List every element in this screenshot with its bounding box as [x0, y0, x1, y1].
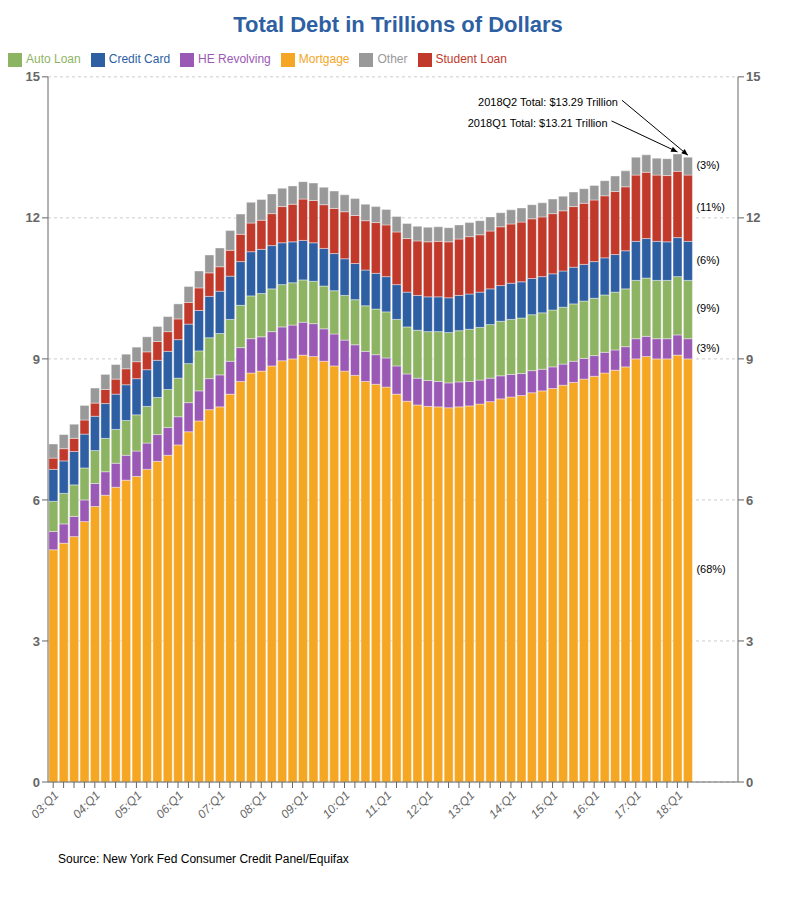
svg-text:18:Q1: 18:Q1 [653, 788, 686, 821]
svg-text:10:Q1: 10:Q1 [320, 788, 353, 821]
svg-text:09:Q1: 09:Q1 [278, 788, 311, 821]
svg-text:2018Q2 Total: $13.29 Trillion: 2018Q2 Total: $13.29 Trillion [478, 96, 618, 108]
html-text:Credit Card: Credit Card [108, 52, 171, 66]
svg-text:14:Q1: 14:Q1 [486, 788, 519, 821]
svg-text:06:Q1: 06:Q1 [153, 788, 186, 821]
svg-text:(6%): (6%) [696, 254, 719, 266]
html-text:Source: New York Fed Consumer: Source: New York Fed Consumer Credit Pan… [58, 852, 349, 866]
svg-text:12: 12 [746, 210, 760, 225]
svg-text:6: 6 [746, 493, 753, 508]
html-text:Student Loan: Student Loan [435, 52, 507, 66]
svg-text:11:Q1: 11:Q1 [362, 788, 394, 820]
svg-text:17:Q1: 17:Q1 [611, 788, 644, 821]
svg-text:9: 9 [33, 352, 40, 367]
svg-text:(3%): (3%) [696, 342, 719, 354]
svg-text:15:Q1: 15:Q1 [528, 788, 561, 821]
svg-text:12:Q1: 12:Q1 [403, 788, 436, 821]
svg-text:12: 12 [26, 210, 40, 225]
svg-text:3: 3 [746, 634, 753, 649]
svg-text:05:Q1: 05:Q1 [112, 788, 145, 821]
svg-text:2018Q1 Total: $13.21 Trillion: 2018Q1 Total: $13.21 Trillion [468, 117, 608, 129]
svg-text:6: 6 [33, 493, 40, 508]
svg-text:15: 15 [746, 69, 760, 84]
html-text:Auto Loan: Auto Loan [26, 52, 81, 66]
svg-text:(11%): (11%) [696, 201, 725, 213]
svg-text:13:Q1: 13:Q1 [444, 788, 477, 821]
svg-text:16:Q1: 16:Q1 [569, 788, 602, 821]
html-text:Mortgage: Mortgage [298, 52, 350, 66]
html-text:Total Debt in Trillions of Dol: Total Debt in Trillions of Dollars [233, 12, 563, 37]
html-text:Other: Other [377, 52, 408, 66]
svg-text:08:Q1: 08:Q1 [236, 788, 269, 821]
html-text:HE Revolving: HE Revolving [198, 52, 271, 66]
svg-text:07:Q1: 07:Q1 [195, 788, 228, 821]
svg-text:03:Q1: 03:Q1 [28, 788, 61, 821]
svg-text:3: 3 [33, 634, 40, 649]
svg-text:0: 0 [746, 775, 753, 790]
svg-text:15: 15 [26, 69, 40, 84]
svg-text:9: 9 [746, 352, 753, 367]
svg-text:(9%): (9%) [696, 302, 719, 314]
svg-text:04:Q1: 04:Q1 [70, 788, 103, 821]
svg-text:(68%): (68%) [696, 563, 725, 575]
svg-text:(3%): (3%) [696, 159, 719, 171]
svg-text:0: 0 [33, 775, 40, 790]
